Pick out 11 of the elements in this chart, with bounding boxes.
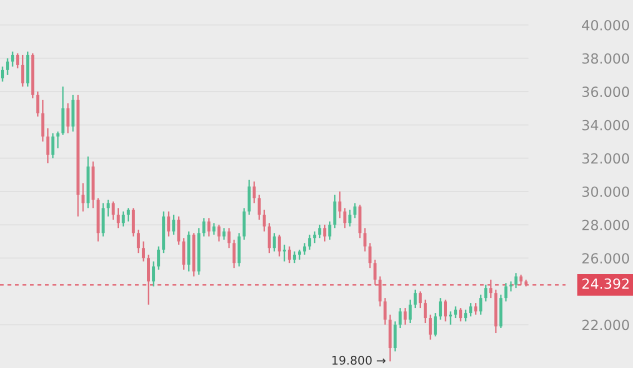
- y-tick-label: 40.000: [582, 20, 630, 30]
- y-tick-label: 38.000: [582, 53, 630, 64]
- y-tick-label: 22.000: [582, 320, 630, 330]
- y-tick-label: 30.000: [582, 186, 630, 197]
- y-tick-label: 28.000: [582, 220, 630, 230]
- annotation: 19.800 →: [332, 356, 386, 365]
- y-tick-label: 34.000: [582, 120, 630, 130]
- y-tick-label: 32.000: [582, 153, 630, 164]
- y-tick-label: 26.000: [582, 253, 630, 264]
- y-tick-label: 36.000: [582, 86, 630, 98]
- ref-line-label: 24.392: [582, 278, 629, 289]
